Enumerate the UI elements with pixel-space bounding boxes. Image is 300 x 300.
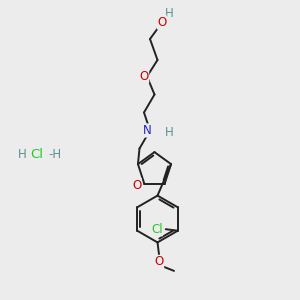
Text: Cl: Cl <box>30 148 43 161</box>
Text: -H: -H <box>48 148 61 161</box>
Text: H: H <box>165 7 174 20</box>
Text: N: N <box>142 124 152 137</box>
Text: O: O <box>140 70 148 83</box>
Text: H: H <box>165 126 174 139</box>
Text: H: H <box>18 148 27 161</box>
Text: O: O <box>132 178 141 192</box>
Text: O: O <box>154 255 164 268</box>
Text: Cl: Cl <box>151 223 163 236</box>
Text: O: O <box>158 16 166 29</box>
